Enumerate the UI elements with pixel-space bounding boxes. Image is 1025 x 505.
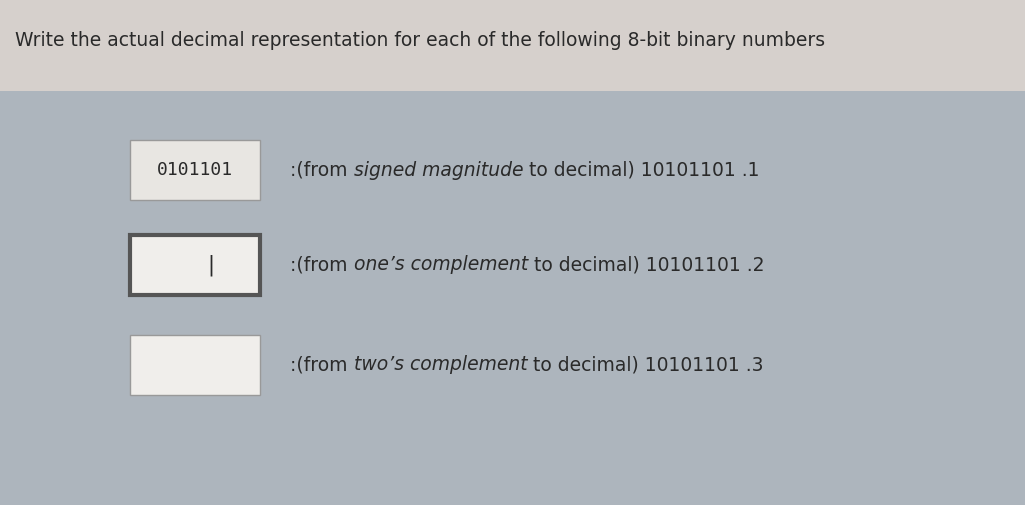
Text: signed magnitude: signed magnitude <box>354 161 523 179</box>
Bar <box>130 235 260 295</box>
Text: :(from: :(from <box>290 256 354 275</box>
Bar <box>0 0 1025 91</box>
Text: to decimal) 10101101 .2: to decimal) 10101101 .2 <box>528 256 765 275</box>
Text: to decimal) 10101101 .3: to decimal) 10101101 .3 <box>527 356 764 375</box>
Text: Write the actual decimal representation for each of the following 8-bit binary n: Write the actual decimal representation … <box>15 31 825 50</box>
Bar <box>130 335 260 395</box>
Text: 0101101: 0101101 <box>157 161 233 179</box>
Text: :(from: :(from <box>290 161 354 179</box>
Text: to decimal) 10101101 .1: to decimal) 10101101 .1 <box>523 161 760 179</box>
Bar <box>130 140 260 200</box>
Text: two’s complement: two’s complement <box>354 356 527 375</box>
Text: one’s complement: one’s complement <box>354 256 528 275</box>
Text: |: | <box>207 254 214 276</box>
Text: :(from: :(from <box>290 356 354 375</box>
